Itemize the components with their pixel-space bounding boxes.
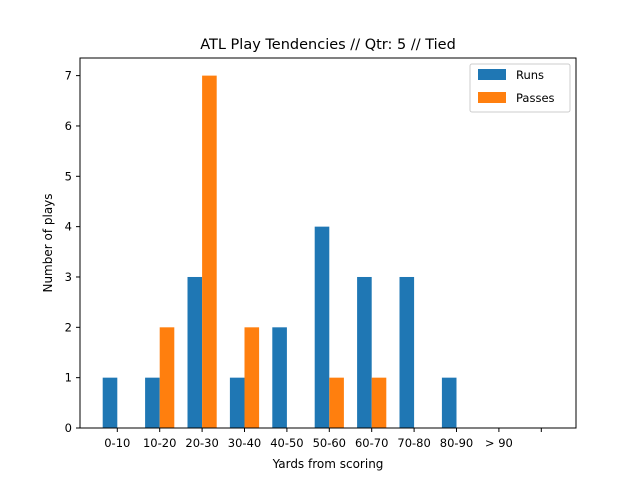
y-tick-label: 0 [65,421,72,435]
bar-runs-8 [399,276,415,428]
y-tick-label: 7 [65,69,72,83]
legend-swatch-runs [478,69,506,80]
x-axis: 0-10 10-20 20-30 30-40 40-50 50-60 60-70 70-80 8… [104,428,542,450]
bar-runs-9 [441,377,457,428]
y-tick-label: 5 [65,169,72,183]
legend-label-passes: Passes [516,91,555,105]
y-tick-label: 1 [65,371,72,385]
chart-title: ATL Play Tendencies // Qtr: 5 // Tied [200,37,456,53]
x-tick-label: 20-30 [185,436,218,450]
bar-runs-6 [314,226,330,428]
x-tick-label: 80-90 [440,436,473,450]
legend-swatch-passes [478,92,506,103]
bar-runs-5 [272,327,287,428]
x-tick-label: 60-70 [355,436,388,450]
x-tick-label: > 90 [485,436,513,450]
y-tick-label: 3 [65,270,72,284]
legend: Runs Passes [469,63,571,113]
x-tick-label: 30-40 [228,436,261,450]
legend-label-runs: Runs [516,68,544,82]
y-tick-label: 2 [65,320,72,334]
x-tick-label: 40-50 [270,436,303,450]
x-tick-label: 0-10 [104,436,130,450]
bar-runs-7 [357,276,372,428]
bars-layer [102,75,457,429]
x-tick-label: 50-60 [313,436,346,450]
y-axis-label: Number of plays [41,193,55,292]
y-tick-label: 4 [65,220,72,234]
x-tick-label: 70-80 [397,436,430,450]
bar-runs-3 [187,276,203,428]
y-axis: 0 1 2 3 4 5 6 7 [65,69,80,435]
bar-runs-4 [229,377,245,428]
bar-passes-2 [159,327,175,428]
bar-runs-1 [102,377,118,428]
bar-runs-2 [145,377,160,428]
bar-passes-4 [244,327,260,428]
bar-passes-3 [202,75,217,429]
plot-frame [79,57,577,429]
x-axis-label: Yards from scoring [272,457,384,471]
bar-passes-7 [371,377,387,428]
y-tick-label: 6 [65,119,72,133]
x-tick-label: 10-20 [143,436,176,450]
bar-passes-6 [329,377,344,428]
